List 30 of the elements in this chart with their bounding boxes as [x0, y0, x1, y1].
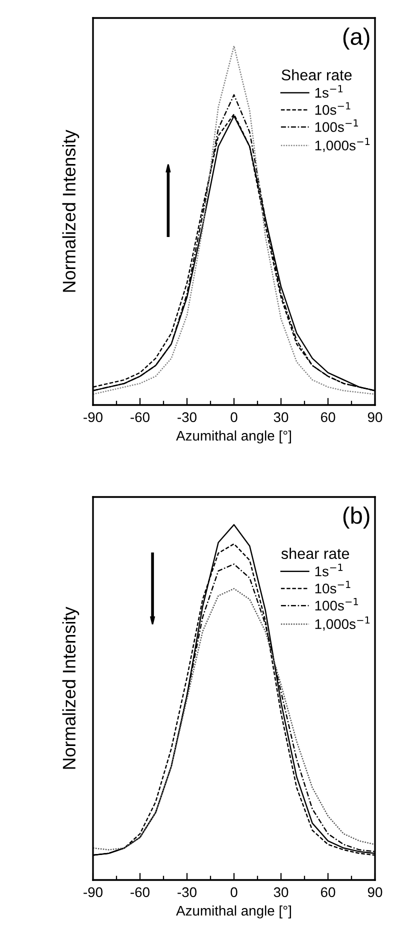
annotation: (a) — [343, 28, 370, 50]
x-tick-label: 0 — [230, 412, 238, 422]
legend-label: 10s$^{−1}$ — [315, 580, 350, 594]
x-tick-label: 60 — [320, 887, 336, 898]
x-tick-label: -60 — [130, 412, 150, 422]
legend-label: 10s$^{−1}$ — [315, 102, 350, 115]
legend-label: 100s$^{−1}$ — [315, 119, 358, 132]
annotation: (b) — [343, 506, 370, 529]
x-tick-label: 60 — [320, 412, 336, 422]
legend-label: 100s$^{−1}$ — [315, 598, 358, 611]
legend-title: shear rate — [281, 548, 350, 560]
x-tick-label: 30 — [274, 412, 288, 422]
x-tick-label: 90 — [368, 412, 382, 422]
x-tick-label: 30 — [274, 887, 288, 898]
x-tick-label: 90 — [368, 887, 382, 898]
x-axis-title: Azumithal angle [°] — [176, 430, 291, 444]
x-tick-label: -90 — [84, 887, 102, 898]
legend-label: 1,000s$^{−1}$ — [315, 138, 370, 152]
x-axis-title: Azumithal angle [°] — [176, 905, 291, 918]
x-tick-label: -90 — [84, 412, 102, 422]
legend-label: 1s$^{−1}$ — [315, 564, 343, 576]
x-tick-label: -30 — [178, 412, 196, 422]
legend-label: 1,000s$^{−1}$ — [315, 616, 370, 631]
x-tick-label: -60 — [130, 887, 150, 898]
x-tick-label: 0 — [230, 887, 238, 898]
legend-label: 1s$^{−1}$ — [315, 85, 343, 98]
y-axis-title: Normalized Intensity — [62, 606, 80, 769]
x-tick-label: -30 — [178, 887, 196, 898]
y-axis-title: Normalized Intensity — [62, 130, 80, 292]
legend-title: Shear rate — [282, 69, 352, 80]
